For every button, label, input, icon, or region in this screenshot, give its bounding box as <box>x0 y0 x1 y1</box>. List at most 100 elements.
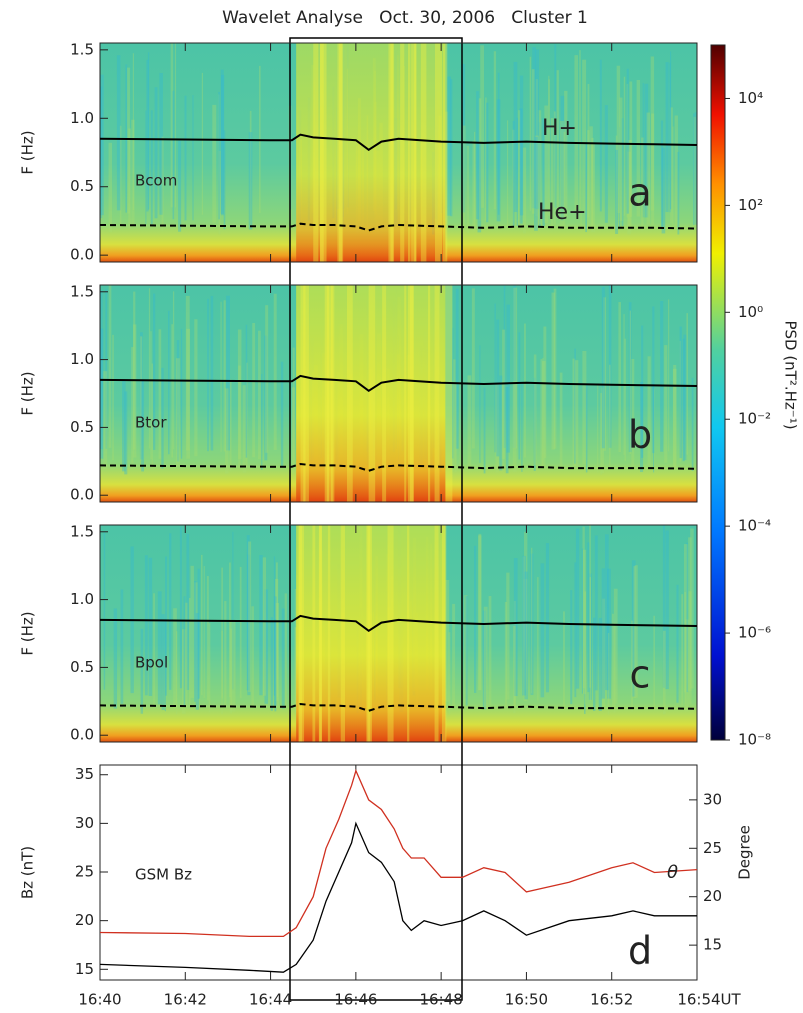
spectrogram-texture <box>452 603 456 708</box>
spectrogram-texture <box>139 332 143 460</box>
spectrogram-texture <box>157 591 162 705</box>
spectrogram-texture <box>483 606 488 709</box>
spectrogram-texture <box>570 590 573 705</box>
spectrogram-texture <box>518 110 521 225</box>
spectrogram-texture <box>445 580 450 702</box>
spectrogram-texture <box>685 619 689 712</box>
spectrogram-texture <box>506 572 510 700</box>
spectrogram-texture <box>672 126 674 229</box>
spectrogram-texture <box>172 291 175 450</box>
spectrogram-texture <box>506 304 511 453</box>
spectrogram-texture <box>124 391 128 475</box>
spectrogram-texture <box>512 129 515 229</box>
spectrogram-texture <box>653 615 655 711</box>
spectrogram-texture <box>452 327 454 459</box>
spectrogram-texture <box>182 629 186 714</box>
spectrogram-texture <box>170 43 174 208</box>
spectrogram-texture <box>220 69 224 214</box>
spectrogram-texture <box>200 554 203 696</box>
spectrogram-texture <box>504 601 508 707</box>
spectrogram-texture <box>220 301 222 452</box>
event-texture <box>414 43 417 262</box>
spectrogram-texture <box>584 629 586 714</box>
event-texture <box>337 43 343 262</box>
event-texture <box>442 43 448 262</box>
y-tick-label: 30 <box>703 790 722 808</box>
spectrogram-texture <box>572 358 576 467</box>
spectrogram-texture <box>615 149 619 234</box>
spectrogram-texture <box>651 113 655 225</box>
spectrogram-texture <box>467 375 472 471</box>
spectrogram-texture <box>602 598 606 707</box>
spectrogram-texture <box>120 589 124 704</box>
spectrogram-texture <box>218 150 221 235</box>
series-line <box>99 768 698 938</box>
spectrogram-texture <box>197 568 200 699</box>
spectrogram-texture <box>580 143 582 233</box>
spectrogram-texture <box>652 306 655 454</box>
spectrogram-texture <box>601 387 605 474</box>
spectrogram-texture <box>619 127 621 229</box>
spectrogram-texture <box>148 557 153 696</box>
spectrogram-texture <box>501 381 504 472</box>
spectrogram-texture <box>585 383 588 473</box>
spectrogram-texture <box>229 379 232 472</box>
x-tick-label: 16:40 <box>78 991 121 1009</box>
spectrogram-texture <box>686 313 688 455</box>
spectrogram-texture <box>476 91 479 220</box>
spectrogram-texture <box>113 608 118 709</box>
spectrogram-texture <box>613 622 616 713</box>
annotation: H+ <box>542 116 577 141</box>
component-label: GSM Bz <box>135 866 192 884</box>
spectrogram-texture <box>548 79 550 217</box>
event-texture <box>326 285 333 502</box>
spectrogram-texture <box>587 542 590 693</box>
spectrogram-texture <box>513 600 516 707</box>
spectrogram-texture <box>624 338 626 462</box>
plot-frame <box>99 284 698 503</box>
spectrogram-texture <box>603 297 607 451</box>
spectrogram-texture <box>265 305 269 453</box>
spectrogram-texture <box>482 610 487 710</box>
spectrogram-texture <box>461 64 466 213</box>
spectrogram-texture <box>122 379 126 472</box>
spectrogram-texture <box>634 565 638 698</box>
spectrogram-texture <box>195 613 199 710</box>
spectrogram-texture <box>589 126 593 229</box>
spectrogram-texture <box>239 566 242 699</box>
x-tick-label: 16:48 <box>420 991 463 1009</box>
spectrogram-texture <box>513 287 518 449</box>
spectrogram-texture <box>242 385 247 473</box>
spectrogram-texture <box>140 336 143 461</box>
spectrogram-texture <box>291 387 295 474</box>
event-texture <box>300 285 306 502</box>
spectrogram-texture <box>691 377 694 471</box>
spectrogram-texture <box>591 137 594 231</box>
spectrogram-texture <box>477 143 482 233</box>
y-tick-label: 0.5 <box>70 177 94 195</box>
spectrogram-texture <box>131 119 135 227</box>
spectrogram-texture <box>522 555 526 696</box>
series-line <box>99 821 697 973</box>
spectrogram-texture <box>218 91 220 220</box>
panel-label: a <box>628 171 651 215</box>
spectrogram-texture <box>103 532 106 690</box>
spectrogram-texture <box>611 613 614 710</box>
spectrogram-texture <box>161 614 165 711</box>
frequency-line <box>99 374 698 393</box>
event-texture <box>324 285 329 502</box>
spectrogram-texture <box>533 354 537 466</box>
colorbar <box>710 44 726 741</box>
colorbar-tick-label: 10² <box>738 196 763 214</box>
spectrogram-texture <box>247 554 251 696</box>
spectrogram-texture <box>212 104 217 223</box>
spectrogram-texture <box>248 132 253 230</box>
spectrogram-texture <box>534 136 538 231</box>
spectrogram-texture <box>574 562 577 698</box>
event-texture <box>411 43 417 262</box>
event-texture <box>409 285 414 502</box>
spectrogram-texture <box>161 136 164 231</box>
spectrogram-texture <box>532 47 536 209</box>
event-texture <box>298 525 303 742</box>
spectrogram-texture <box>688 537 692 691</box>
